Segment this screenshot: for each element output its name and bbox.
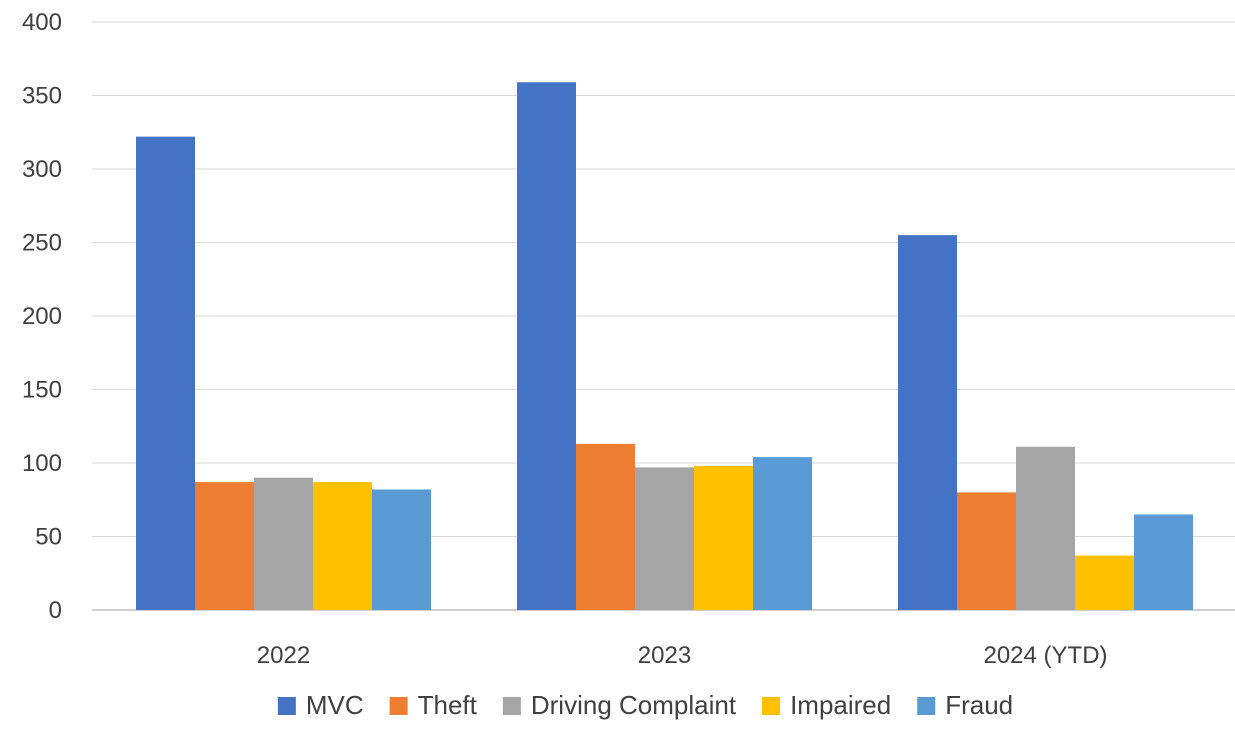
y-tick-label: 350	[22, 83, 62, 110]
y-tick-label: 400	[22, 9, 62, 36]
legend-label: Theft	[418, 690, 478, 720]
y-tick-label: 250	[22, 230, 62, 257]
bar-fraud-2022	[372, 489, 431, 610]
bar-mvc-2023	[517, 82, 576, 610]
bar-impaired-2023	[694, 465, 753, 610]
legend-swatch-fraud	[917, 697, 936, 715]
y-tick-label: 200	[22, 303, 62, 330]
bar-theft-2024-ytd	[957, 492, 1016, 610]
bar-impaired-2022	[313, 482, 372, 610]
legend: MVC Theft Driving Complaint Impaired Fraud	[277, 690, 1013, 720]
bar-fraud-2023	[753, 457, 812, 610]
legend-swatch-theft	[389, 697, 408, 715]
bar-impaired-2024-ytd	[1075, 555, 1134, 610]
bar-driving-complaint-2022	[254, 477, 313, 610]
bar-mvc-2024-ytd	[898, 235, 957, 610]
bar-fraud-2024-ytd	[1134, 514, 1193, 610]
legend-label: MVC	[306, 690, 364, 720]
y-tick-label: 0	[49, 597, 62, 624]
legend-label: Fraud	[945, 690, 1013, 720]
bar-theft-2023	[576, 443, 635, 610]
y-tick-label: 100	[22, 450, 62, 477]
legend-label: Impaired	[790, 690, 891, 720]
y-axis-ticks: 0 50 100 150 200 250 300 350 400	[22, 9, 62, 624]
bar-driving-complaint-2024-ytd	[1016, 446, 1075, 610]
legend-swatch-driving-complaint	[502, 697, 521, 715]
legend-swatch-impaired	[762, 697, 781, 715]
bar-theft-2022	[195, 482, 254, 610]
bar-mvc-2022	[136, 136, 195, 610]
x-tick-label: 2024 (YTD)	[983, 642, 1107, 669]
bar-driving-complaint-2023	[635, 467, 694, 610]
x-tick-label: 2023	[638, 642, 691, 669]
x-axis: 2022 2023 2024 (YTD)	[257, 642, 1108, 669]
y-tick-label: 150	[22, 377, 62, 404]
bars	[136, 82, 1193, 610]
y-tick-label: 300	[22, 156, 62, 183]
legend-label: Driving Complaint	[531, 690, 737, 720]
y-tick-label: 50	[35, 524, 62, 551]
x-tick-label: 2022	[257, 642, 310, 669]
legend-swatch-mvc	[277, 697, 296, 715]
